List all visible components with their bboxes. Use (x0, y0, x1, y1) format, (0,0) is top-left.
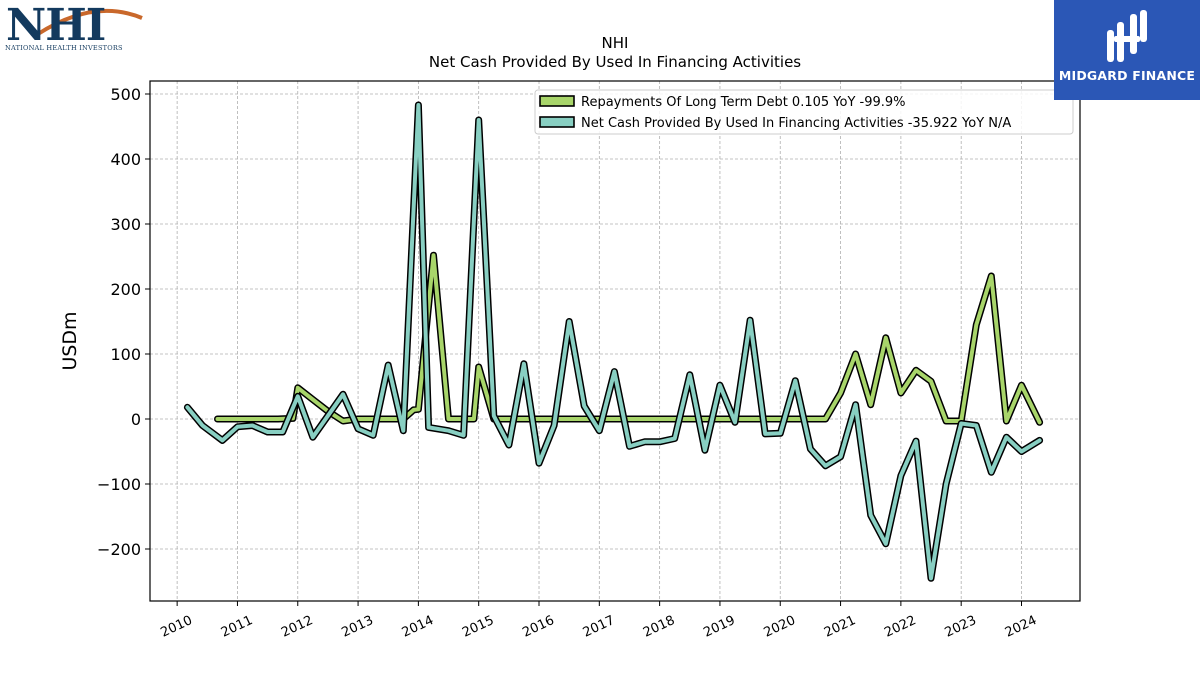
x-tick-label: 2011 (219, 613, 255, 641)
y-tick-label: 500 (110, 85, 141, 104)
midgard-emblem-icon (1107, 10, 1147, 62)
legend-swatch (539, 95, 575, 107)
axes: −200 −100 0 100 200 300 400 500 2010 2011 2012 2013… (97, 85, 1039, 641)
legend-label: Net Cash Provided By Used In Financing A… (581, 116, 1011, 131)
x-tick-label: 2012 (279, 613, 315, 641)
nhi-swoosh-icon (36, 8, 143, 36)
series-layer (183, 101, 1044, 582)
y-tick-label: 100 (110, 345, 141, 364)
nhi-logo-letters: NHI (6, 0, 106, 51)
nhi-logo: NHI NATIONAL HEALTH INVESTORS (4, 0, 144, 54)
chart-title: NHI (602, 34, 629, 52)
x-tick-label: 2024 (1003, 613, 1039, 641)
series-2-outline (183, 101, 1044, 582)
x-tick-label: 2014 (400, 613, 436, 641)
y-tick-label: −100 (97, 475, 141, 494)
x-tick-label: 2019 (701, 613, 737, 641)
series-2-line (185, 103, 1042, 581)
x-tick-label: 2013 (339, 613, 375, 641)
x-tick-label: 2016 (520, 613, 556, 641)
y-axis-label: USDm (59, 311, 81, 370)
plot-frame (149, 80, 1081, 602)
chart-subtitle: Net Cash Provided By Used In Financing A… (429, 53, 801, 71)
nhi-logo-subtitle: NATIONAL HEALTH INVESTORS (5, 44, 123, 52)
x-tick-label: 2020 (762, 613, 798, 641)
midgard-finance-logo: MIDGARD FINANCE (1054, 0, 1200, 100)
x-tick-label: 2023 (943, 613, 979, 641)
legend: Repayments Of Long Term Debt 0.105 YoY -… (534, 89, 1074, 135)
x-tick-label: 2022 (882, 613, 918, 641)
grid-lines (150, 81, 1080, 601)
x-tick-label: 2018 (641, 613, 677, 641)
y-tick-label: 400 (110, 150, 141, 169)
midgard-finance-text: MIDGARD FINANCE (1058, 68, 1196, 83)
y-tick-label: 0 (131, 410, 141, 429)
legend-swatch (539, 116, 575, 128)
y-tick-label: −200 (97, 540, 141, 559)
y-tick-label: 300 (110, 215, 141, 234)
x-tick-label: 2021 (822, 613, 858, 641)
x-tick-label: 2010 (158, 613, 194, 641)
x-tick-label: 2015 (460, 613, 496, 641)
x-tick-label: 2017 (581, 613, 617, 641)
legend-box (534, 89, 1074, 135)
y-tick-label: 200 (110, 280, 141, 299)
legend-label: Repayments Of Long Term Debt 0.105 YoY -… (581, 95, 906, 110)
